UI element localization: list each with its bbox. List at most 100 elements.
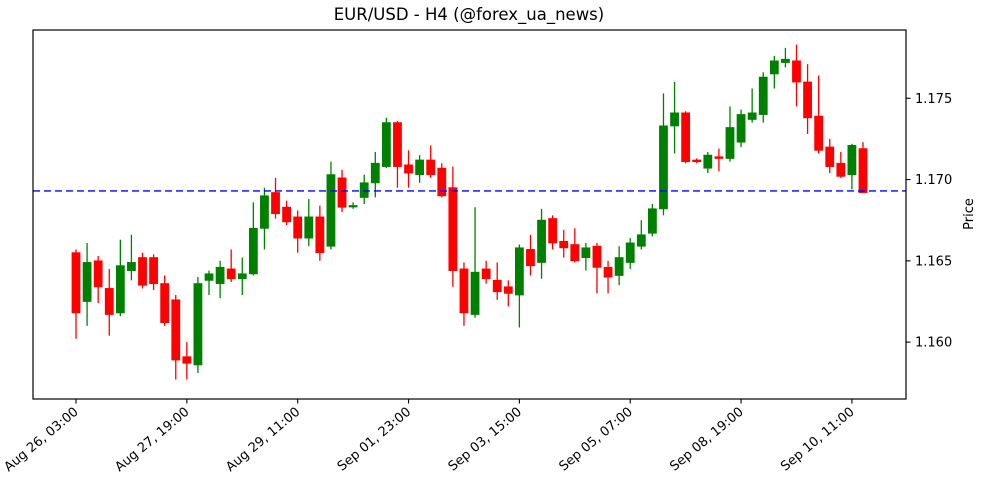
candle-body: [193, 283, 203, 366]
candle: [315, 205, 325, 261]
candle: [271, 177, 280, 219]
candle: [182, 342, 192, 380]
candle-body: [215, 266, 225, 284]
candle-body: [625, 242, 635, 263]
candle-body: [769, 60, 779, 75]
candle: [381, 117, 391, 169]
candle-body: [160, 283, 170, 323]
x-tick-label: Sep 05, 07:00: [557, 405, 636, 475]
candle-body: [115, 265, 125, 314]
candle: [792, 44, 801, 107]
candle-body: [503, 286, 513, 294]
candle: [825, 138, 835, 174]
candle: [647, 203, 657, 237]
candle: [659, 93, 668, 216]
candle-body: [370, 162, 380, 184]
candle: [503, 280, 513, 307]
candle-body: [127, 262, 136, 271]
candle: [592, 242, 602, 294]
candle: [204, 270, 214, 295]
candles-layer: [71, 44, 868, 380]
candle: [847, 143, 857, 190]
candle-body: [714, 156, 724, 159]
candle-body: [670, 112, 679, 127]
candle-body: [803, 81, 812, 119]
candle-body: [437, 167, 447, 197]
candle-body: [570, 244, 580, 262]
candle-body: [82, 262, 92, 302]
x-tick-label: Sep 01, 23:00: [335, 405, 414, 475]
y-tick-label: 1.175: [915, 92, 952, 107]
candle-body: [337, 177, 347, 208]
candle-body: [636, 234, 646, 247]
candle: [692, 158, 702, 164]
candle-body: [237, 273, 247, 280]
candle: [149, 254, 158, 291]
candle-body: [260, 195, 269, 229]
candle: [370, 151, 380, 198]
candle-body: [293, 216, 303, 239]
plot-frame: [32, 29, 907, 400]
candle: [636, 220, 646, 250]
candle: [548, 215, 558, 250]
candle-body: [581, 247, 591, 258]
candle: [293, 210, 303, 253]
candle-body: [248, 227, 258, 275]
candle-body: [315, 216, 325, 254]
candle: [282, 200, 292, 226]
candle-body: [71, 252, 81, 314]
y-axis-ticks: 1.160 1.165 1.170 1.175: [906, 92, 952, 351]
candle-body: [526, 249, 535, 267]
candle-body: [481, 268, 491, 280]
candle: [625, 238, 635, 269]
candle-body: [537, 219, 546, 263]
candle: [470, 207, 480, 318]
candle: [858, 142, 868, 193]
candle: [736, 109, 746, 148]
candle: [725, 106, 735, 162]
candle-body: [415, 159, 425, 176]
candle: [747, 88, 757, 123]
candle-body: [171, 299, 181, 361]
candle-body: [681, 112, 691, 163]
y-tick-label: 1.165: [915, 254, 952, 269]
candle-body: [559, 240, 569, 249]
x-tick-label: Aug 29, 11:00: [223, 405, 303, 475]
candle: [758, 72, 768, 123]
candle-body: [348, 205, 358, 208]
candle: [71, 249, 81, 339]
candle: [814, 75, 824, 154]
candle: [237, 257, 247, 295]
candle: [160, 275, 170, 326]
candle: [836, 151, 846, 178]
candle-body: [93, 260, 103, 288]
candle: [404, 150, 413, 188]
candle: [326, 161, 336, 250]
candle-body: [792, 60, 801, 83]
candle: [492, 262, 502, 300]
candle: [171, 294, 181, 380]
candle: [537, 208, 546, 279]
candle: [115, 239, 125, 317]
candle: [448, 166, 458, 287]
candle: [359, 174, 369, 204]
candle: [670, 82, 679, 154]
x-axis-ticks: Aug 26, 03:00 Aug 27, 19:00 Aug 29, 11:00 S…: [2, 399, 857, 475]
candle: [559, 229, 569, 258]
candle: [803, 64, 812, 135]
candle-body: [204, 273, 214, 281]
candle-body: [404, 164, 413, 174]
candle-body: [603, 266, 613, 278]
candle-body: [592, 245, 602, 268]
candle-body: [226, 268, 236, 280]
candle-body: [104, 288, 114, 315]
candle: [781, 47, 790, 68]
candle-body: [825, 146, 835, 167]
candle: [82, 242, 92, 326]
candle-body: [548, 218, 558, 244]
candle-body: [747, 112, 757, 120]
x-tick-label: Sep 08, 19:00: [667, 405, 746, 475]
candle: [526, 234, 535, 276]
